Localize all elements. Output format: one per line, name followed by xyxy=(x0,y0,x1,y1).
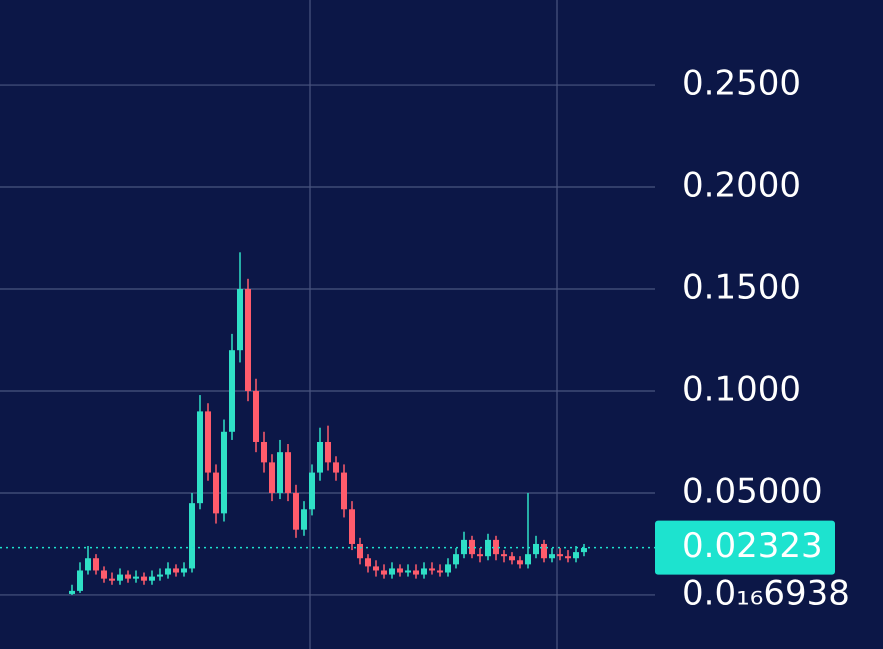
candle-body xyxy=(293,492,299,530)
candle-body xyxy=(205,411,211,473)
candle-body xyxy=(565,556,571,559)
candle-body xyxy=(133,576,139,579)
candle-body xyxy=(277,452,283,493)
candle-body xyxy=(381,570,387,575)
candle-body xyxy=(325,441,331,463)
candle-body xyxy=(557,554,563,557)
candle-body xyxy=(341,472,347,510)
candle-body xyxy=(189,503,195,569)
last-price-box xyxy=(655,520,835,575)
candle-body xyxy=(509,556,515,561)
candle-body xyxy=(541,543,547,559)
last-price-label: 0.02323 xyxy=(682,526,823,566)
candle-body xyxy=(149,576,155,581)
candle-body xyxy=(237,289,243,351)
candle-body xyxy=(373,566,379,571)
candle-body xyxy=(141,576,147,581)
candle-body xyxy=(365,558,371,567)
candle-body xyxy=(549,554,555,559)
candle-body xyxy=(181,568,187,573)
candle-body xyxy=(445,564,451,573)
candle-body xyxy=(213,472,219,514)
candle-body xyxy=(317,441,323,473)
y-tick-label: 0.2000 xyxy=(682,166,801,206)
candle-body xyxy=(69,590,75,594)
candle-body xyxy=(421,568,427,575)
candle-body xyxy=(93,558,99,571)
candle-body xyxy=(77,570,83,591)
candle-body xyxy=(581,548,587,553)
y-tick-label: 0.1000 xyxy=(682,369,801,409)
y-tick-label: 0.05000 xyxy=(682,471,823,511)
candle-body xyxy=(493,539,499,555)
candle-body xyxy=(157,574,163,577)
candle-body xyxy=(349,509,355,544)
candle-body xyxy=(453,554,459,565)
candle-body xyxy=(85,558,91,571)
candle-body xyxy=(405,570,411,573)
candle-body xyxy=(117,574,123,581)
candle-body xyxy=(437,570,443,573)
candle-body xyxy=(261,441,267,463)
candle-body xyxy=(517,560,523,565)
candle-body xyxy=(285,452,291,493)
candle-body xyxy=(573,552,579,559)
candle-body xyxy=(333,462,339,473)
candle-body xyxy=(245,289,251,391)
candle-body xyxy=(429,568,435,571)
candle-body xyxy=(253,390,259,442)
candle-body xyxy=(229,350,235,432)
candle-body xyxy=(413,570,419,575)
candle-body xyxy=(389,568,395,575)
candle-body xyxy=(221,431,227,514)
candle-body xyxy=(165,568,171,575)
candle-body xyxy=(501,554,507,557)
candle-body xyxy=(173,568,179,573)
candle-body xyxy=(101,570,107,579)
candle-body xyxy=(397,568,403,573)
candle-body xyxy=(525,554,531,565)
candle-body xyxy=(301,509,307,530)
candle-body xyxy=(109,578,115,581)
candle-body xyxy=(197,411,203,504)
y-tick-label: 0.2500 xyxy=(682,64,801,104)
candle-body xyxy=(533,543,539,555)
candle-body xyxy=(357,543,363,559)
candle-body xyxy=(125,574,131,579)
y-tick-label: 0.0₁₆6938 xyxy=(682,573,850,613)
candle-body xyxy=(269,462,275,493)
candle-body xyxy=(469,539,475,555)
candle-body xyxy=(309,472,315,510)
candle-body xyxy=(477,554,483,557)
y-tick-label: 0.1500 xyxy=(682,268,801,308)
